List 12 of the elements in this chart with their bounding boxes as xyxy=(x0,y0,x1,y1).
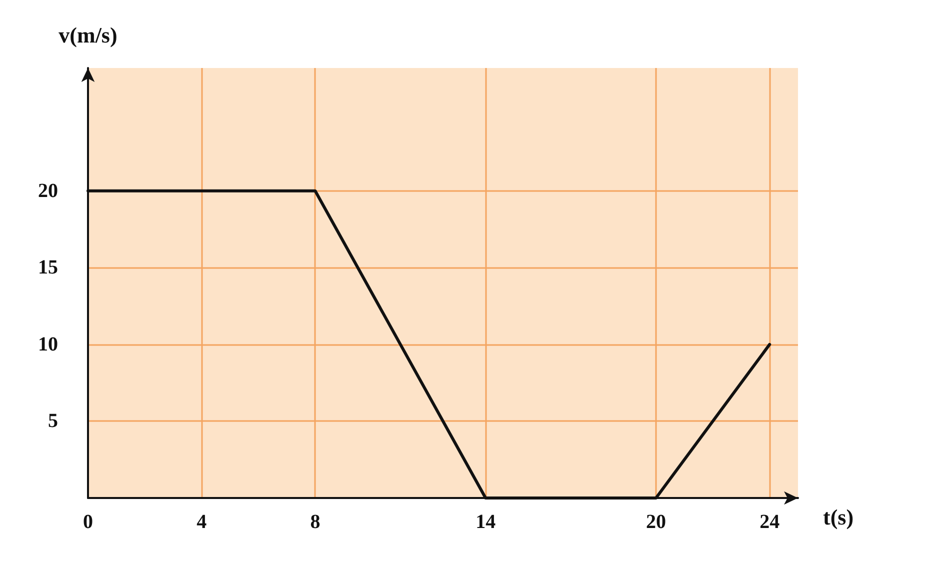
x-tick-label: 4 xyxy=(196,511,207,533)
y-tick-label: 10 xyxy=(38,333,58,356)
x-tick-label: 14 xyxy=(476,511,496,533)
x-axis-title: t(s) xyxy=(823,504,854,530)
x-tick-label: 24 xyxy=(760,511,780,533)
y-tick-label: 5 xyxy=(48,410,58,432)
y-tick-label: 15 xyxy=(38,256,58,279)
y-axis-title: v(m/s) xyxy=(58,22,118,48)
y-tick-label: 20 xyxy=(38,180,58,202)
x-tick-label: 0 xyxy=(83,511,93,533)
x-tick-label: 20 xyxy=(646,511,666,533)
x-tick-label: 8 xyxy=(310,511,320,533)
